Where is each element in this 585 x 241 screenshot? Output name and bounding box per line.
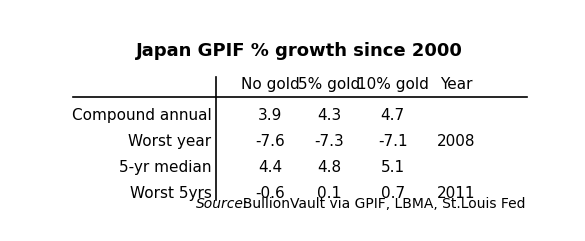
Text: 4.7: 4.7 — [381, 108, 405, 123]
Text: 4.3: 4.3 — [317, 108, 342, 123]
Text: Year: Year — [440, 77, 473, 92]
Text: Compound annual: Compound annual — [71, 108, 211, 123]
Text: 10% gold: 10% gold — [357, 77, 429, 92]
Text: 4.8: 4.8 — [317, 160, 341, 175]
Text: Japan GPIF % growth since 2000: Japan GPIF % growth since 2000 — [136, 42, 463, 60]
Text: 4.4: 4.4 — [259, 160, 283, 175]
Text: 2011: 2011 — [437, 186, 476, 201]
Text: -7.6: -7.6 — [256, 134, 285, 149]
Text: 2008: 2008 — [437, 134, 476, 149]
Text: 5-yr median: 5-yr median — [119, 160, 211, 175]
Text: Worst year: Worst year — [128, 134, 211, 149]
Text: Worst 5yrs: Worst 5yrs — [129, 186, 211, 201]
Text: -7.1: -7.1 — [378, 134, 408, 149]
Text: 0.1: 0.1 — [317, 186, 341, 201]
Text: -0.6: -0.6 — [256, 186, 285, 201]
Text: 5% gold: 5% gold — [298, 77, 360, 92]
Text: 3.9: 3.9 — [258, 108, 283, 123]
Text: Source:: Source: — [195, 197, 248, 211]
Text: 0.7: 0.7 — [381, 186, 405, 201]
Text: -7.3: -7.3 — [314, 134, 344, 149]
Text: No gold: No gold — [241, 77, 300, 92]
Text: 5.1: 5.1 — [381, 160, 405, 175]
Text: BullionVault via GPIF, LBMA, St.Louis Fed: BullionVault via GPIF, LBMA, St.Louis Fe… — [234, 197, 525, 211]
